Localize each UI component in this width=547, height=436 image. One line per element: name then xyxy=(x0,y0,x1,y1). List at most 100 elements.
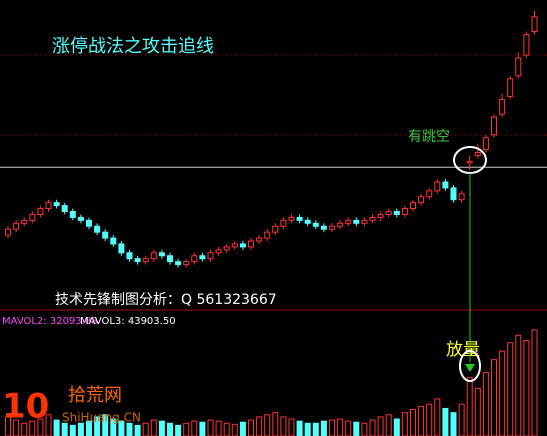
candle-body xyxy=(223,246,230,251)
volume-bar xyxy=(13,419,20,436)
candle-body xyxy=(61,205,68,213)
indicator-label: MAVOL2: 32093.88 xyxy=(2,316,98,327)
volume-bar xyxy=(239,421,246,436)
candle-body xyxy=(150,252,157,260)
candle-body xyxy=(13,222,20,230)
candle-body xyxy=(426,190,433,198)
volume-bar xyxy=(369,419,376,436)
candle-body xyxy=(458,193,465,201)
volume-bar xyxy=(94,416,101,436)
candle-body xyxy=(215,249,222,254)
volume-bar xyxy=(5,416,11,436)
candle-body xyxy=(337,222,344,227)
volume-bar xyxy=(183,422,190,436)
candle-body xyxy=(183,261,190,266)
volume-bar xyxy=(523,340,530,436)
candle-body xyxy=(53,202,60,207)
candle-body xyxy=(175,261,182,266)
candle-body xyxy=(29,213,36,221)
volume-bar xyxy=(418,405,425,436)
volume-bar xyxy=(320,420,327,436)
volume-bar xyxy=(199,421,206,436)
candle-body xyxy=(434,181,441,192)
volume-bar xyxy=(150,419,157,436)
volume-bar xyxy=(248,419,254,436)
candle-body xyxy=(167,255,173,263)
volume-bar xyxy=(288,418,295,436)
candle-body xyxy=(320,225,327,230)
marks xyxy=(0,10,547,436)
candle-body xyxy=(474,152,481,156)
volume-bar xyxy=(69,424,76,436)
candle-body xyxy=(280,219,287,227)
candle-body xyxy=(126,252,133,260)
volume-bar xyxy=(37,418,44,436)
annotation: 有跳空 xyxy=(408,129,450,145)
volume-bar xyxy=(86,420,92,436)
candle-body xyxy=(523,34,530,56)
volume-bar xyxy=(296,420,303,436)
watermark: ShiHuang.CN xyxy=(62,411,141,425)
volume-bar xyxy=(29,420,36,436)
volume-bar xyxy=(377,416,384,436)
candle-body xyxy=(272,225,279,233)
volume-bar xyxy=(434,398,441,436)
candle-body xyxy=(248,240,254,248)
volume-bar xyxy=(272,412,279,436)
volume-bar xyxy=(53,419,60,436)
candle-body xyxy=(482,137,489,151)
candle-body xyxy=(418,196,425,204)
candle-body xyxy=(499,98,506,115)
chart-title: 涨停战法之攻击追线 xyxy=(52,36,214,57)
volume-bar xyxy=(167,422,173,436)
volume-bar xyxy=(466,377,473,436)
candle-body xyxy=(37,208,44,215)
candle-body xyxy=(442,181,449,189)
annotation: 放量 xyxy=(446,340,480,360)
candle-body xyxy=(134,258,141,263)
volume-bar xyxy=(134,424,141,436)
volume-bar xyxy=(223,422,230,436)
candle-body xyxy=(466,160,473,164)
candle-body xyxy=(231,243,238,248)
volume-bar xyxy=(61,422,68,436)
candle-body xyxy=(69,211,76,218)
volume-bar xyxy=(126,422,133,436)
volume-bar xyxy=(312,422,319,436)
candle-body xyxy=(142,258,149,263)
volume-bar xyxy=(110,418,117,436)
volume-bar xyxy=(410,409,416,436)
volume-bar xyxy=(337,418,344,436)
candle-body xyxy=(393,211,400,215)
volume-bar xyxy=(393,418,400,436)
candle-body xyxy=(304,219,311,224)
volume-bar xyxy=(142,422,149,436)
candle-body xyxy=(507,78,514,97)
volume-bar xyxy=(401,412,408,436)
candle-body xyxy=(77,216,84,221)
volume-bar xyxy=(474,387,481,436)
watermark: 拾荒网 xyxy=(68,385,122,406)
volume-bar xyxy=(482,371,489,436)
candle-body xyxy=(353,219,360,224)
candle-body xyxy=(296,216,303,221)
volume-bar xyxy=(175,424,182,436)
candle-body xyxy=(345,219,352,224)
candle-body xyxy=(21,219,28,224)
volume-bar xyxy=(458,403,465,436)
candle-body xyxy=(401,208,408,215)
candle-body xyxy=(531,16,538,33)
volume-bar xyxy=(499,350,506,436)
volume-bar xyxy=(207,419,214,436)
indicator-label: MAVOL3: 43903.50 xyxy=(80,316,176,327)
candle-body xyxy=(45,202,52,210)
candle-body xyxy=(377,213,384,218)
volume-bar xyxy=(158,420,165,436)
candle-body xyxy=(450,187,457,201)
candle-body xyxy=(385,211,392,215)
volume-bar xyxy=(442,407,449,436)
candle-body xyxy=(118,243,125,254)
candle-body xyxy=(256,237,263,242)
